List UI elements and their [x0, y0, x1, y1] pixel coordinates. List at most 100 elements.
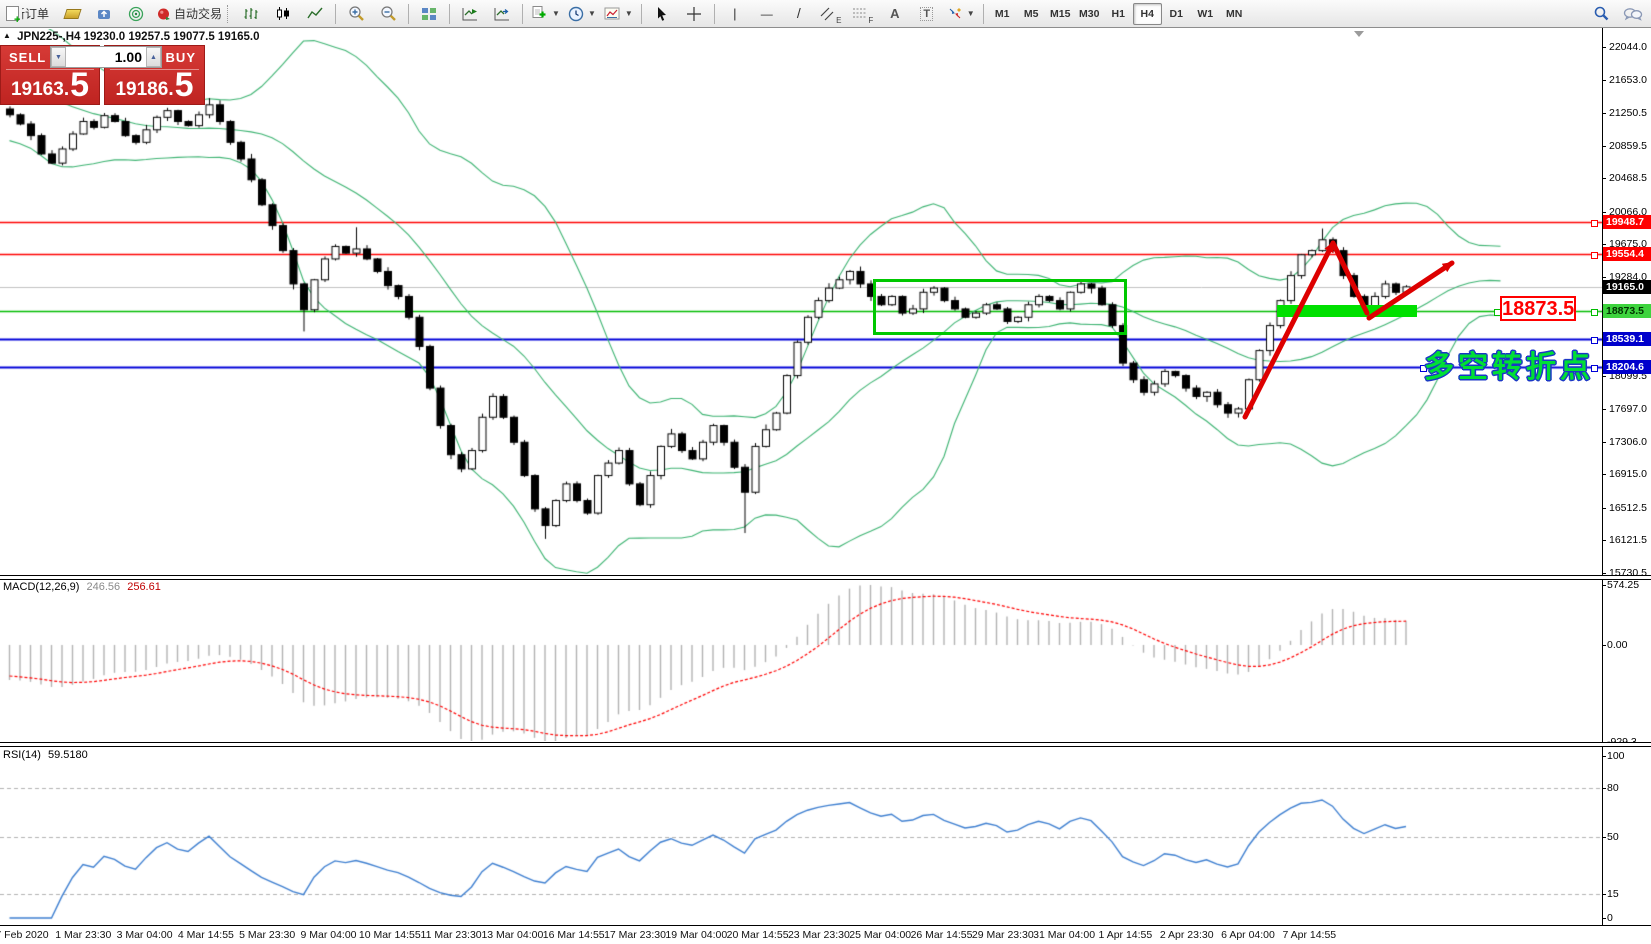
divider: [6, 69, 94, 70]
gold-button[interactable]: [56, 2, 88, 26]
time-axis-label: 26 Mar 14:55: [910, 929, 973, 941]
rsi-tick: [1602, 756, 1606, 757]
chart-shift-marker[interactable]: [1354, 31, 1364, 37]
indicators-button[interactable]: ▼: [527, 2, 564, 26]
timeframe-button-m30[interactable]: M30: [1078, 7, 1100, 20]
price-tick: [1602, 244, 1606, 246]
crosshair-icon: [686, 6, 701, 21]
line-handle[interactable]: [1591, 252, 1598, 260]
price-tick: [1602, 211, 1606, 213]
templates-button[interactable]: ▼: [600, 2, 637, 26]
price-tick-label: 20468.5: [1609, 172, 1647, 185]
auto-scroll-icon: [462, 7, 477, 20]
candle-chart-button[interactable]: [267, 2, 299, 26]
new-order-button[interactable]: + 新订单: [2, 2, 56, 26]
line-chart-button[interactable]: [299, 2, 331, 26]
text-tool-button[interactable]: A: [879, 2, 911, 26]
price-level-tag: 18539.1: [1603, 332, 1651, 346]
rsi-tick-label: 50: [1607, 831, 1619, 843]
periods-button[interactable]: ▼: [564, 2, 600, 26]
publisher-button[interactable]: [88, 2, 120, 26]
price-tick: [1602, 113, 1606, 115]
bar-chart-button[interactable]: [235, 2, 267, 26]
rsi-tick-label: 80: [1607, 782, 1619, 795]
lot-size-box: ▼ ▲: [50, 46, 162, 68]
timeframe-button-h4[interactable]: H4: [1132, 2, 1162, 25]
price-tick: [1602, 573, 1606, 574]
rsi-canvas[interactable]: [0, 746, 1602, 925]
price-tick: [1602, 375, 1606, 377]
timeframe-button-mn[interactable]: MN: [1226, 7, 1243, 20]
price-tick: [1602, 540, 1606, 542]
timeframe-button-h1[interactable]: H1: [1111, 7, 1125, 20]
line-handle[interactable]: [1420, 364, 1427, 372]
line-chart-icon: [307, 7, 323, 18]
price-tick-label: 17697.0: [1609, 403, 1647, 416]
cursor-button[interactable]: [646, 2, 678, 26]
chat-icon: [1623, 7, 1643, 21]
search-button[interactable]: [1585, 2, 1617, 26]
fibonacci-tool-button[interactable]: F: [847, 2, 879, 26]
timeframe-button-m15[interactable]: M15: [1049, 7, 1071, 20]
rsi-tick: [1602, 788, 1606, 790]
sonar-button[interactable]: [120, 2, 152, 26]
chart-shift-button[interactable]: [486, 2, 518, 26]
timeframe-button-w1[interactable]: W1: [1197, 7, 1214, 20]
pane-separator[interactable]: [0, 742, 1651, 747]
chevron-down-icon: ▼: [587, 9, 596, 18]
price-level-tag: 18204.6: [1603, 359, 1651, 374]
auto-scroll-button[interactable]: [454, 2, 486, 26]
macd-value-signal: 256.61: [127, 581, 161, 593]
price-tick: [1602, 507, 1606, 509]
sell-price: 19163 . 5: [1, 68, 99, 104]
rsi-tick-label: 100: [1607, 750, 1625, 762]
fibonacci-icon: [853, 8, 867, 18]
search-icon: [1594, 6, 1608, 21]
decimal-sep: .: [168, 79, 174, 100]
arrows-icon: [949, 8, 961, 19]
chart-shift-icon: [494, 7, 509, 20]
time-axis-label: 1 Mar 23:30: [55, 929, 112, 941]
hline-tool-button[interactable]: —: [751, 2, 783, 26]
price-level-tag: 19948.7: [1603, 214, 1651, 229]
chart-symbol: JPN225-,H4: [17, 31, 81, 43]
pane-separator[interactable]: [0, 575, 1651, 580]
lot-decrease-button[interactable]: ▼: [51, 47, 66, 67]
timeframe-button-m5[interactable]: M5: [1023, 7, 1039, 20]
line-handle[interactable]: [1591, 309, 1598, 317]
chart-window: ▲ JPN225-,H4 19230.0 19257.5 19077.5 191…: [0, 28, 1651, 944]
autotrading-button[interactable]: 自动交易: [152, 2, 226, 26]
main-chart-canvas[interactable]: [0, 29, 1602, 575]
timeframe-button-m1[interactable]: M1: [994, 7, 1010, 20]
time-axis-label: 7 Apr 14:55: [1282, 929, 1337, 941]
time-axis-label: 3 Mar 04:00: [116, 929, 173, 941]
lot-increase-button[interactable]: ▲: [146, 47, 161, 67]
time-axis-label: 19 Mar 04:00: [665, 929, 728, 941]
channel-tool-button[interactable]: E: [815, 2, 847, 26]
price-tick-label: 16512.5: [1609, 501, 1647, 514]
macd-canvas[interactable]: [0, 579, 1602, 741]
macd-tick: [1602, 585, 1606, 586]
zoom-in-icon: [348, 6, 364, 21]
chart-ohlc: 19230.0 19257.5 19077.5 19165.0: [83, 31, 260, 43]
time-axis-label: 6 Apr 04:00: [1221, 929, 1275, 941]
clock-icon: [568, 6, 584, 21]
rsi-name: RSI(14): [3, 749, 41, 761]
timeframe-button-d1[interactable]: D1: [1169, 7, 1183, 20]
macd-tick-label: 574.25: [1607, 579, 1640, 591]
line-handle[interactable]: [1591, 337, 1598, 344]
time-axis-label: 20 Mar 14:55: [726, 929, 789, 941]
price-tick: [1602, 474, 1606, 476]
crosshair-button[interactable]: [678, 2, 710, 26]
line-handle[interactable]: [1591, 219, 1598, 227]
tile-windows-button[interactable]: [413, 2, 445, 26]
zoom-out-button[interactable]: [372, 2, 404, 26]
trendline-tool-button[interactable]: /: [783, 2, 815, 26]
line-handle[interactable]: [1591, 364, 1598, 372]
lot-size-input[interactable]: [66, 47, 146, 67]
textlabel-tool-button[interactable]: T: [911, 2, 943, 26]
vline-tool-button[interactable]: |: [719, 2, 751, 26]
zoom-in-button[interactable]: [340, 2, 372, 26]
arrows-tool-button[interactable]: ▼: [943, 2, 979, 26]
chat-button[interactable]: [1617, 2, 1649, 26]
